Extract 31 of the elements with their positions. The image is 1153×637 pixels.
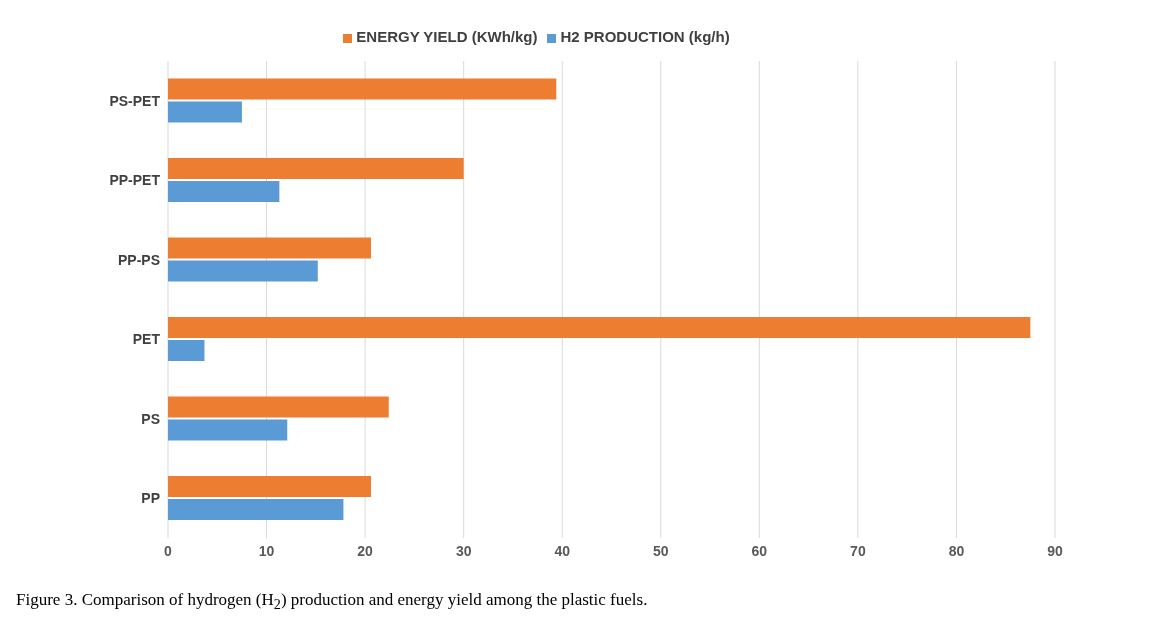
bar — [168, 419, 288, 441]
y-tick-label: PS-PET — [109, 92, 161, 109]
bar — [168, 316, 1031, 338]
caption: Figure 3. Comparison of hydrogen (H$_{2}$) production and energy yield among the plastic fuels. — [16, 590, 649, 614]
x-tick-label: 20 — [357, 542, 374, 559]
legend-label: H2 PRODUCTION (kg/h) — [560, 28, 730, 45]
x-tick-label: 70 — [850, 542, 866, 559]
x-tick-label: 10 — [258, 542, 275, 559]
y-tick-label: PP-PS — [117, 251, 160, 268]
x-tick-label: 50 — [652, 542, 669, 559]
x-tick-label: 90 — [1047, 542, 1063, 559]
y-tick-label: PP-PET — [109, 172, 161, 189]
bar — [168, 101, 242, 123]
x-tick-label: 30 — [455, 542, 472, 559]
bar — [168, 498, 344, 520]
bar — [168, 78, 557, 100]
y-tick-label: PET — [132, 331, 161, 348]
bar — [168, 396, 389, 418]
y-tick-label: PS — [141, 410, 160, 427]
x-tick-label: 60 — [751, 542, 768, 559]
bar — [168, 339, 205, 361]
x-tick-label: 0 — [164, 542, 173, 559]
bar — [168, 237, 372, 259]
bar — [168, 180, 280, 202]
bar — [168, 260, 318, 282]
x-tick-label: 80 — [948, 542, 965, 559]
bar — [168, 475, 372, 497]
legend-label: ENERGY YIELD (KWh/kg) — [356, 28, 538, 45]
x-tick-label: 40 — [554, 542, 571, 559]
y-tick-label: PP — [141, 490, 160, 507]
bar — [168, 157, 464, 179]
